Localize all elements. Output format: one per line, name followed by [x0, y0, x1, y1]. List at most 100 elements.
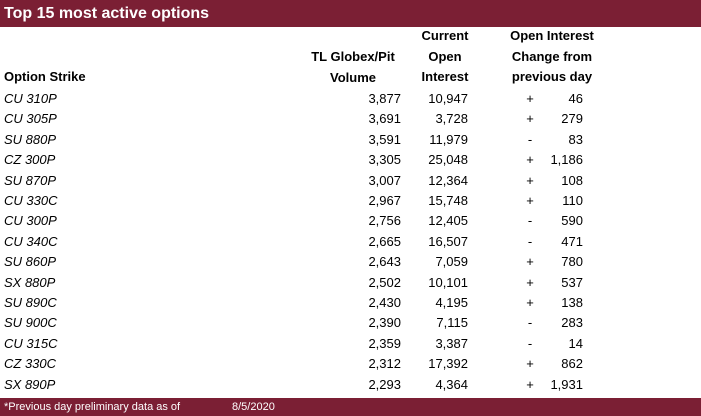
- volume-cell: 2,502: [368, 274, 401, 290]
- open-interest-cell: 11,979: [429, 131, 468, 147]
- change-value-cell: 537: [561, 274, 583, 290]
- volume-cell: 2,430: [368, 295, 401, 310]
- change-value-cell: 862: [561, 356, 583, 372]
- header-option-strike: Option Strike: [4, 67, 86, 88]
- open-interest-cell: 25,048: [428, 152, 468, 168]
- volume-cell: 3,007: [368, 172, 401, 188]
- option-strike-cell: SX 880P: [4, 274, 56, 290]
- header-volume: TL Globex/Pit Volume: [300, 47, 406, 88]
- change-sign-cell: +: [526, 193, 534, 208]
- volume-cell: 3,877: [368, 91, 401, 106]
- header-change-line-2: Change from: [511, 48, 593, 64]
- change-value-cell: 279: [561, 111, 583, 127]
- header-change-line-1: Open Interest: [510, 28, 594, 43]
- change-sign-cell: -: [527, 233, 533, 249]
- option-strike-cell: CU 315C: [4, 335, 58, 351]
- change-value-cell: 590: [561, 213, 583, 229]
- open-interest-cell: 3,387: [435, 335, 468, 351]
- footer-bar: *Previous day preliminary data as of 8/5…: [0, 398, 701, 416]
- option-strike-cell: SX 890P: [4, 376, 56, 392]
- open-interest-cell: 4,364: [435, 376, 468, 392]
- open-interest-cell: 4,195: [435, 295, 468, 310]
- change-value-cell: 283: [561, 315, 583, 331]
- option-strike-cell: SU 880P: [4, 131, 57, 147]
- option-strike-cell: CU 300P: [4, 213, 57, 229]
- table-row: SU 900C 2,390 7,115 - 283: [0, 313, 701, 333]
- header-open-interest-line-2: Open: [428, 48, 462, 64]
- option-strike-cell: CU 340C: [4, 233, 58, 249]
- table-row: CZ 300P 3,305 25,048 +1,186: [0, 150, 701, 170]
- option-strike-cell: SU 860P: [4, 254, 57, 270]
- volume-cell: 2,359: [368, 335, 401, 351]
- volume-cell: 3,591: [368, 131, 401, 147]
- open-interest-cell: 16,507: [428, 233, 468, 249]
- table-row: SX 890P 2,293 4,364 +1,931: [0, 375, 701, 395]
- option-strike-cell: CZ 330C: [4, 356, 57, 372]
- volume-cell: 2,390: [368, 315, 401, 331]
- change-sign-cell: +: [526, 91, 534, 106]
- header-open-interest: Current Open Interest: [410, 26, 480, 88]
- header-option-strike-label: Option Strike: [4, 69, 86, 84]
- volume-cell: 2,312: [368, 356, 401, 372]
- option-strike-cell: CU 305P: [4, 111, 57, 127]
- open-interest-cell: 10,101: [428, 274, 468, 290]
- change-sign-cell: -: [527, 315, 533, 331]
- change-sign-cell: +: [526, 172, 534, 188]
- change-sign-cell: -: [527, 213, 533, 229]
- option-strike-cell: SU 890C: [4, 295, 57, 310]
- table-row: SX 880P 2,502 10,101 +537: [0, 273, 701, 293]
- change-sign-cell: -: [527, 131, 533, 147]
- table-title: Top 15 most active options: [0, 0, 701, 27]
- volume-cell: 3,691: [368, 111, 401, 127]
- option-strike-cell: SU 870P: [4, 172, 57, 188]
- open-interest-cell: 10,947: [428, 91, 468, 106]
- table-row: CZ 330C 2,312 17,392 +862: [0, 354, 701, 374]
- volume-cell: 3,305: [368, 152, 401, 168]
- change-sign-cell: +: [526, 295, 534, 310]
- open-interest-cell: 15,748: [428, 193, 468, 208]
- table-row: SU 890C 2,430 4,195 +138: [0, 293, 701, 313]
- table-row: SU 860P 2,643 7,059 +780: [0, 252, 701, 272]
- change-sign-cell: +: [526, 274, 534, 290]
- change-value-cell: 46: [568, 91, 583, 106]
- change-sign-cell: +: [526, 376, 534, 392]
- table-row: SU 870P 3,007 12,364 +108: [0, 171, 701, 191]
- change-value-cell: 1,186: [550, 152, 583, 168]
- footer-date: 8/5/2020: [232, 401, 275, 413]
- option-strike-cell: CZ 300P: [4, 152, 56, 168]
- open-interest-cell: 12,405: [428, 213, 468, 229]
- open-interest-cell: 7,059: [435, 254, 468, 270]
- open-interest-cell: 17,392: [428, 356, 468, 372]
- volume-cell: 2,643: [368, 254, 401, 270]
- open-interest-cell: 3,728: [435, 111, 468, 127]
- change-value-cell: 108: [561, 172, 583, 188]
- change-value-cell: 471: [561, 233, 583, 249]
- table-row: CU 315C 2,359 3,387 - 14: [0, 334, 701, 354]
- change-value-cell: 83: [568, 131, 583, 147]
- change-value-cell: 14: [568, 335, 583, 351]
- table-row: CU 310P 3,877 10,947 +46: [0, 89, 701, 109]
- change-sign-cell: -: [527, 335, 533, 351]
- header-open-interest-line-3: Interest: [421, 69, 469, 84]
- volume-cell: 2,665: [368, 233, 401, 249]
- table-row: CU 305P 3,691 3,728 +279: [0, 109, 701, 129]
- option-strike-cell: CU 310P: [4, 91, 57, 106]
- open-interest-cell: 12,364: [428, 172, 468, 188]
- change-value-cell: 1,931: [550, 376, 583, 392]
- header-open-interest-line-1: Current: [421, 28, 469, 43]
- change-sign-cell: +: [526, 152, 534, 168]
- open-interest-cell: 7,115: [436, 315, 468, 331]
- change-value-cell: 110: [562, 193, 583, 208]
- header-change-line-3: previous day: [511, 69, 593, 84]
- header-volume-line-2: Volume: [330, 69, 376, 85]
- volume-cell: 2,293: [368, 376, 401, 392]
- change-sign-cell: +: [526, 254, 534, 270]
- change-value-cell: 138: [561, 295, 583, 310]
- volume-cell: 2,756: [368, 213, 401, 229]
- footer-note: *Previous day preliminary data as of: [4, 401, 181, 413]
- change-sign-cell: +: [526, 356, 534, 372]
- option-strike-cell: SU 900C: [4, 315, 57, 331]
- table-row: CU 300P 2,756 12,405 - 590: [0, 211, 701, 231]
- volume-cell: 2,967: [368, 193, 401, 208]
- table-row: CU 330C 2,967 15,748 +110: [0, 191, 701, 211]
